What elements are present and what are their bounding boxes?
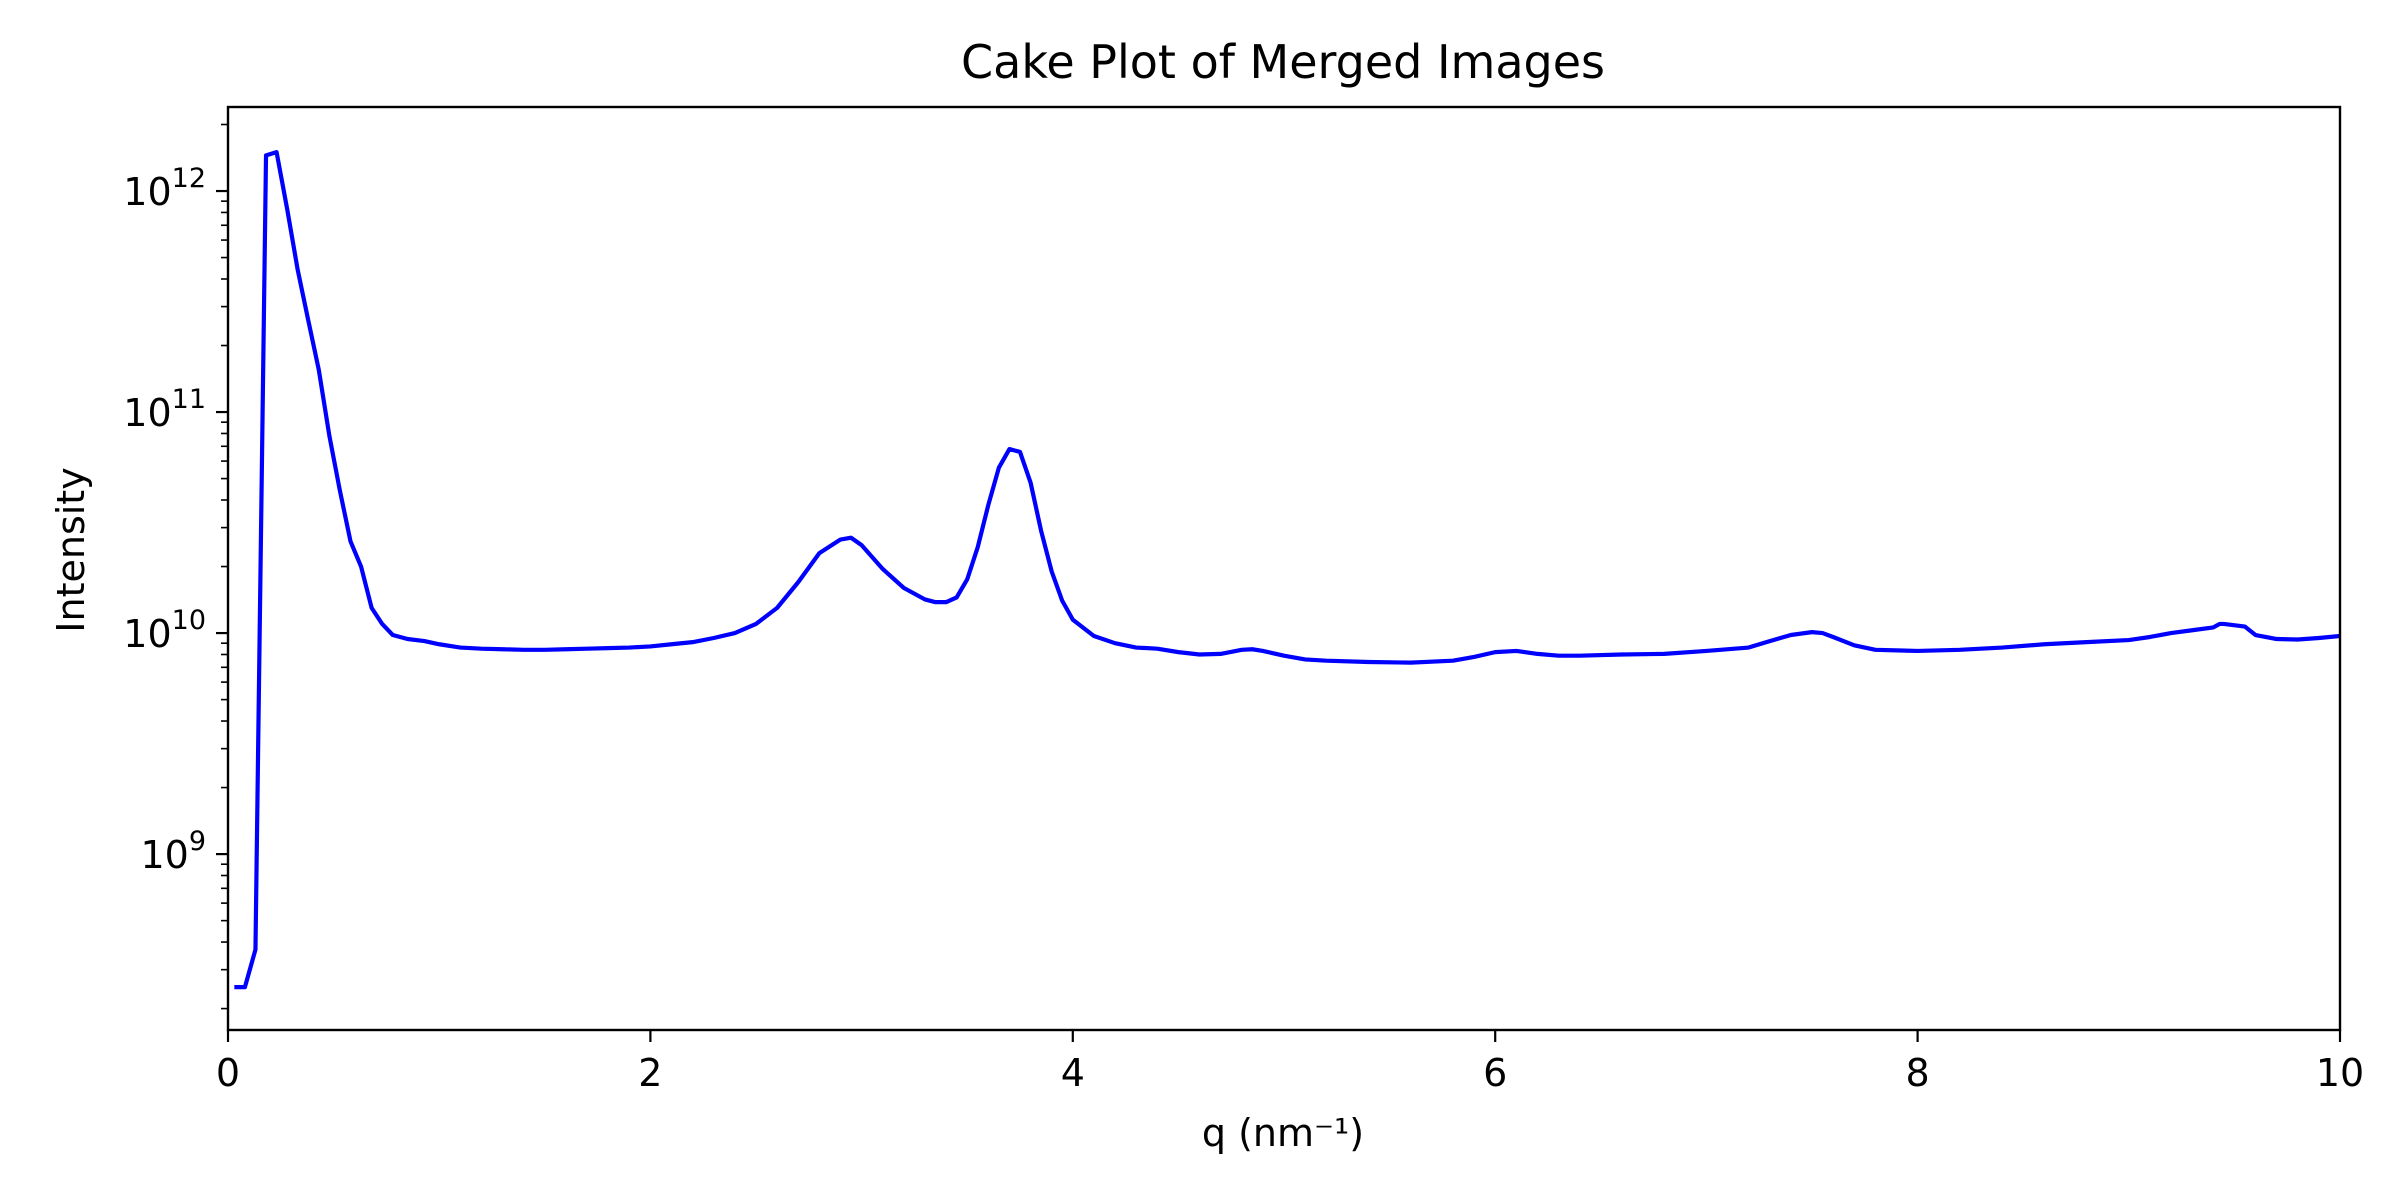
- x-axis-label: q (nm⁻¹): [1202, 1111, 1364, 1155]
- chart-title: Cake Plot of Merged Images: [961, 35, 1605, 89]
- y-tick-label: 1010: [123, 605, 206, 656]
- x-tick-label: 8: [1906, 1051, 1930, 1095]
- axes-layer: 0 2 4 6 8 10 109 1010 1011 1012: [123, 105, 2364, 1095]
- x-tick-label: 0: [216, 1051, 240, 1095]
- data-layer: [234, 150, 2340, 990]
- x-tick-label: 2: [638, 1051, 662, 1095]
- series-line-1: [234, 150, 2340, 990]
- x-tick-label: 4: [1061, 1051, 1085, 1095]
- y-tick-label: 109: [140, 826, 206, 877]
- x-tick-label: 6: [1483, 1051, 1507, 1095]
- plot-frame: [226, 105, 2342, 1032]
- y-tick-label: 1011: [123, 384, 206, 435]
- x-tick-label: 10: [2316, 1051, 2364, 1095]
- y-axis-label: Intensity: [49, 467, 93, 632]
- y-tick-label: 1012: [123, 163, 206, 214]
